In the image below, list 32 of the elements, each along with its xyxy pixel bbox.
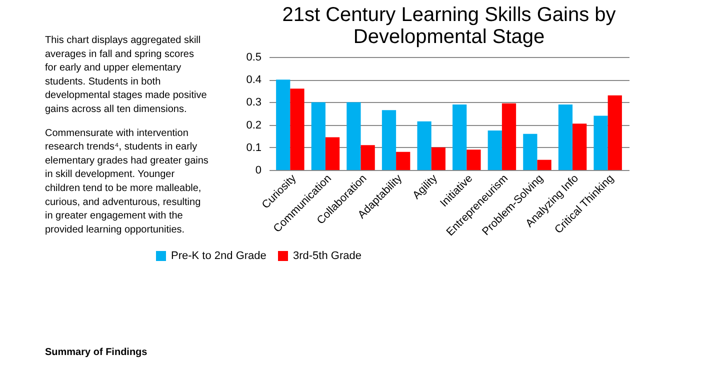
y-tick-label: 0.3: [246, 96, 262, 109]
bar: [290, 88, 304, 170]
bar: [396, 152, 410, 170]
bar: [346, 102, 361, 170]
bar: [431, 147, 446, 170]
bar: [382, 110, 396, 170]
y-tick-label: 0: [255, 164, 262, 176]
text: Summary of Findings: [45, 347, 148, 358]
chart-title: 21st Century Learning Skills Gains by Developmental Stage: [282, 4, 616, 48]
bar: [311, 102, 326, 170]
y-tick-label: 0.5: [246, 52, 262, 64]
y-tick-label: 0.4: [246, 74, 262, 86]
bar: [537, 160, 552, 170]
y-tick-label: 0.1: [246, 142, 262, 154]
bar: [360, 145, 375, 170]
bar: [466, 150, 481, 170]
bar: [608, 95, 622, 170]
bar: [488, 130, 502, 170]
bar: [276, 80, 290, 170]
bar: [452, 104, 467, 170]
y-tick-label: 0.2: [246, 119, 262, 132]
bar: [523, 134, 538, 170]
bar: [594, 116, 608, 170]
text: Commensurate with intervention research trends⁴, students in early elementary grades had greater gains in skill development. Younger children tend to be more malleable, curious, and adventurous, resulting in greater engagement with the provided learning opportunities.: [45, 128, 208, 236]
text: This chart displays aggregated skill averages in fall and spring scores for early and upper elementary students. Students in both developmental stages made positive gains across all ten dimensions.: [45, 35, 208, 115]
legend-label: Pre-K to 2nd Grade: [171, 250, 266, 262]
bar: [417, 121, 432, 170]
bar: [502, 103, 516, 170]
bar: [325, 137, 340, 170]
bar: [572, 124, 587, 170]
legend-label: 3rd-5th Grade: [293, 250, 362, 262]
bar: [558, 104, 573, 170]
